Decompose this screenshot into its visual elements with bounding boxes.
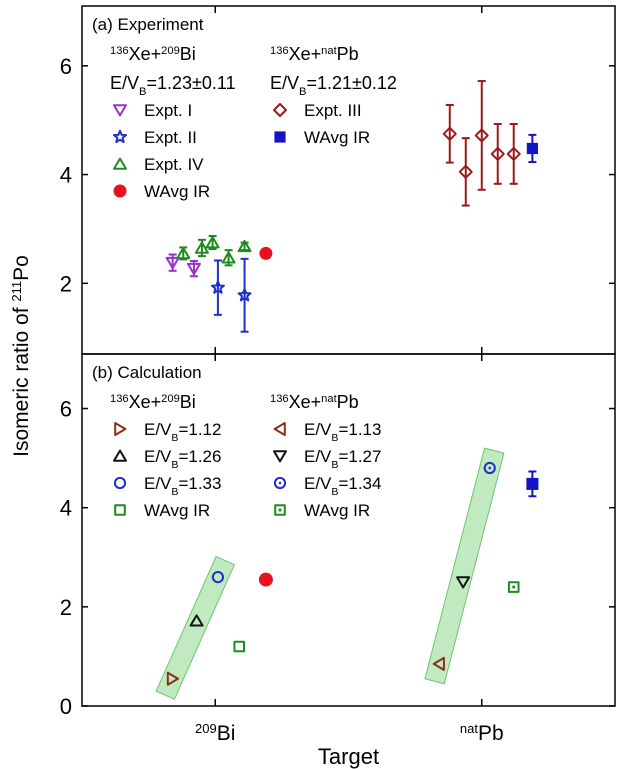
data-point bbox=[194, 241, 209, 254]
data-point bbox=[189, 614, 204, 627]
y-tick-label: 6 bbox=[60, 397, 72, 422]
highlight-band bbox=[155, 555, 236, 700]
data-point bbox=[506, 146, 521, 161]
legend-marker-circle-filled bbox=[113, 184, 127, 198]
data-point bbox=[259, 246, 273, 260]
data-point bbox=[237, 239, 252, 253]
highlight-band bbox=[424, 447, 505, 685]
legend-heading: 136Xe+natPb bbox=[270, 44, 359, 64]
plot-frame bbox=[81, 353, 616, 707]
legend-label: Expt. IV bbox=[144, 155, 204, 174]
x-tick-label: 209Bi bbox=[195, 721, 235, 746]
x-tick-label: natPb bbox=[460, 721, 504, 746]
data-point bbox=[211, 570, 225, 584]
data-point bbox=[458, 164, 473, 179]
data-point bbox=[526, 142, 538, 155]
legend-heading: 136Xe+209Bi bbox=[110, 392, 196, 412]
legend-marker-circle-open bbox=[113, 476, 127, 490]
y-tick-label: 0 bbox=[60, 694, 72, 719]
shared-axes: 209Bi natPb Target Isomeric ratio of 211Po bbox=[9, 255, 504, 769]
panel-a-experiment: 2 4 6 (a) Experiment 136Xe+209Bi E/VB=1.23±0.… bbox=[60, 5, 616, 355]
panel-label: (a) Experiment bbox=[92, 15, 204, 34]
legend-label: WAvg IR bbox=[304, 128, 370, 147]
legend-marker-triangle-down-open bbox=[273, 450, 287, 463]
data-point bbox=[205, 236, 220, 249]
legend-marker-square-filled bbox=[274, 131, 286, 143]
data-point bbox=[507, 581, 520, 593]
legend-label: E/VB=1.26 bbox=[144, 447, 221, 471]
legend-label: E/VB=1.33 bbox=[144, 474, 221, 498]
legend-marker-square-open bbox=[114, 504, 126, 516]
legend-label: E/VB=1.27 bbox=[304, 447, 381, 471]
data-point bbox=[432, 656, 445, 671]
legend-marker-triangle-up-open bbox=[113, 449, 127, 462]
data-point bbox=[442, 126, 457, 141]
y-tick-label: 2 bbox=[60, 595, 72, 620]
data-point bbox=[165, 256, 180, 270]
data-point-overlay bbox=[258, 572, 273, 587]
y-axis-label: Isomeric ratio of 211Po bbox=[9, 255, 34, 457]
legend-marker-triangle-down-open bbox=[113, 104, 127, 117]
legend-condition: E/VB=1.23±0.11 bbox=[110, 73, 236, 98]
data-point bbox=[456, 576, 471, 589]
legend-label: WAvg IR bbox=[304, 501, 370, 520]
data-point bbox=[176, 247, 191, 260]
legend-condition: E/VB=1.21±0.12 bbox=[270, 73, 397, 98]
legend-marker-triangle-up-open bbox=[113, 157, 127, 170]
legend-marker-circle-dot-open bbox=[273, 476, 287, 490]
legend-label: Expt. I bbox=[144, 101, 192, 120]
data-point bbox=[237, 287, 252, 302]
legend-label: E/VB=1.12 bbox=[144, 420, 221, 444]
legend-label: WAvg IR bbox=[144, 182, 210, 201]
legend-label: Expt. II bbox=[144, 128, 197, 147]
y-tick-label: 4 bbox=[60, 163, 72, 188]
x-axis-label: Target bbox=[318, 744, 379, 769]
data-point bbox=[166, 671, 180, 686]
data-point-overlay bbox=[526, 477, 539, 490]
data-point bbox=[186, 262, 201, 276]
legend-heading: 136Xe+natPb bbox=[270, 392, 359, 412]
legend-marker-square-dot-open bbox=[274, 504, 286, 516]
panel-label: (b) Calculation bbox=[92, 363, 202, 382]
legend-marker-triangle-right-open bbox=[114, 422, 127, 436]
legend-label: WAvg IR bbox=[144, 501, 210, 520]
data-point bbox=[233, 640, 246, 653]
legend-marker-triangle-left-open bbox=[273, 422, 286, 436]
y-tick-label: 6 bbox=[60, 54, 72, 79]
y-tick-label: 4 bbox=[60, 496, 72, 521]
panel-b-calculation: 0 2 4 6 (b) Calculation 136Xe+209Bi E/VB=1.12 E… bbox=[60, 353, 616, 719]
legend-label: E/VB=1.34 bbox=[304, 474, 381, 498]
legend-heading: 136Xe+209Bi bbox=[110, 44, 196, 64]
legend-marker-diamond-open bbox=[273, 103, 287, 117]
legend-marker-star-open bbox=[113, 129, 127, 144]
data-point bbox=[210, 280, 225, 294]
legend-label: E/VB=1.13 bbox=[304, 420, 381, 444]
legend-label: Expt. III bbox=[304, 101, 362, 120]
data-point bbox=[221, 251, 236, 264]
data-point bbox=[474, 128, 489, 143]
data-point bbox=[490, 146, 505, 161]
data-point bbox=[483, 461, 496, 475]
y-tick-label: 2 bbox=[60, 271, 72, 296]
